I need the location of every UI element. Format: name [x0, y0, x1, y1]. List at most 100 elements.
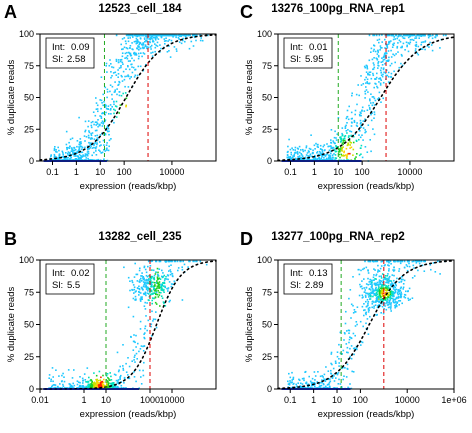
- data-point: [373, 268, 375, 270]
- data-point: [71, 377, 74, 379]
- data-point: [62, 385, 65, 388]
- data-point: [359, 114, 361, 117]
- data-point: [360, 125, 362, 127]
- data-point: [402, 42, 405, 45]
- data-point: [194, 34, 197, 37]
- data-point: [148, 299, 150, 302]
- data-point: [368, 309, 370, 311]
- data-point: [377, 51, 379, 53]
- data-point: [402, 288, 404, 290]
- data-point: [138, 269, 141, 272]
- data-point: [344, 139, 346, 142]
- data-point: [111, 85, 114, 88]
- data-point: [136, 280, 139, 282]
- data-point: [145, 40, 147, 42]
- data-point: [136, 74, 139, 77]
- data-point: [363, 309, 365, 312]
- data-point: [80, 148, 83, 151]
- data-point: [352, 304, 354, 307]
- data-point: [182, 260, 184, 263]
- data-point: [163, 302, 165, 305]
- data-point: [98, 124, 101, 126]
- data-point: [376, 306, 379, 309]
- data-point: [108, 130, 110, 133]
- data-point: [87, 148, 89, 151]
- data-point: [117, 386, 119, 389]
- data-point: [183, 263, 186, 266]
- data-point: [346, 351, 348, 354]
- data-point: [71, 150, 74, 152]
- data-point: [318, 157, 320, 159]
- data-point: [414, 48, 417, 50]
- data-point: [85, 157, 88, 159]
- data-point: [375, 83, 377, 85]
- data-point: [336, 351, 339, 353]
- data-point: [121, 80, 124, 82]
- data-point: [142, 276, 145, 278]
- data-point: [384, 275, 387, 277]
- data-point: [78, 149, 80, 151]
- data-point: [391, 274, 394, 276]
- data-point: [81, 146, 84, 149]
- data-point: [62, 372, 64, 375]
- panel-title: 12523_cell_184: [98, 3, 182, 15]
- data-point: [375, 297, 378, 300]
- data-point: [320, 154, 322, 156]
- data-point: [341, 367, 343, 370]
- data-point: [115, 60, 118, 62]
- data-point: [331, 363, 333, 366]
- data-point: [341, 134, 344, 137]
- data-point: [112, 66, 115, 69]
- data-point: [127, 276, 130, 279]
- data-point: [154, 301, 157, 304]
- data-point: [139, 281, 141, 283]
- data-point: [119, 377, 121, 379]
- data-point: [156, 41, 159, 44]
- data-point: [128, 68, 131, 71]
- data-point: [147, 319, 150, 322]
- data-point: [398, 300, 400, 302]
- data-point: [109, 372, 111, 374]
- data-point: [413, 260, 415, 263]
- data-point: [161, 34, 163, 37]
- data-point: [107, 127, 110, 130]
- data-point: [68, 141, 70, 144]
- data-point: [173, 260, 176, 263]
- data-point: [384, 278, 387, 281]
- data-point: [378, 297, 380, 299]
- data-point: [394, 305, 397, 308]
- data-point: [301, 153, 303, 156]
- data-point: [154, 50, 156, 53]
- data-point: [381, 281, 384, 284]
- data-point: [373, 57, 375, 59]
- data-point: [68, 147, 71, 149]
- data-point: [321, 156, 323, 158]
- data-point: [121, 52, 124, 54]
- data-point: [384, 56, 386, 58]
- data-point: [373, 292, 376, 295]
- data-point: [342, 146, 344, 148]
- data-point: [330, 145, 332, 148]
- data-point: [316, 144, 319, 146]
- data-point: [399, 296, 402, 298]
- data-point: [150, 281, 153, 283]
- data-point: [434, 36, 436, 38]
- data-point: [394, 289, 396, 291]
- data-point: [429, 264, 432, 266]
- data-point: [147, 290, 149, 292]
- data-point: [344, 135, 347, 137]
- data-point: [299, 151, 301, 154]
- data-point: [388, 40, 390, 43]
- data-point: [123, 37, 126, 39]
- data-point: [154, 38, 157, 40]
- data-point: [333, 136, 336, 139]
- data-point: [307, 385, 310, 388]
- data-point: [316, 381, 319, 383]
- data-point: [397, 292, 399, 295]
- data-point: [341, 132, 343, 135]
- data-point: [147, 279, 149, 281]
- data-point: [364, 289, 366, 291]
- data-point: [153, 297, 155, 300]
- data-point: [102, 123, 105, 125]
- data-point: [298, 145, 301, 148]
